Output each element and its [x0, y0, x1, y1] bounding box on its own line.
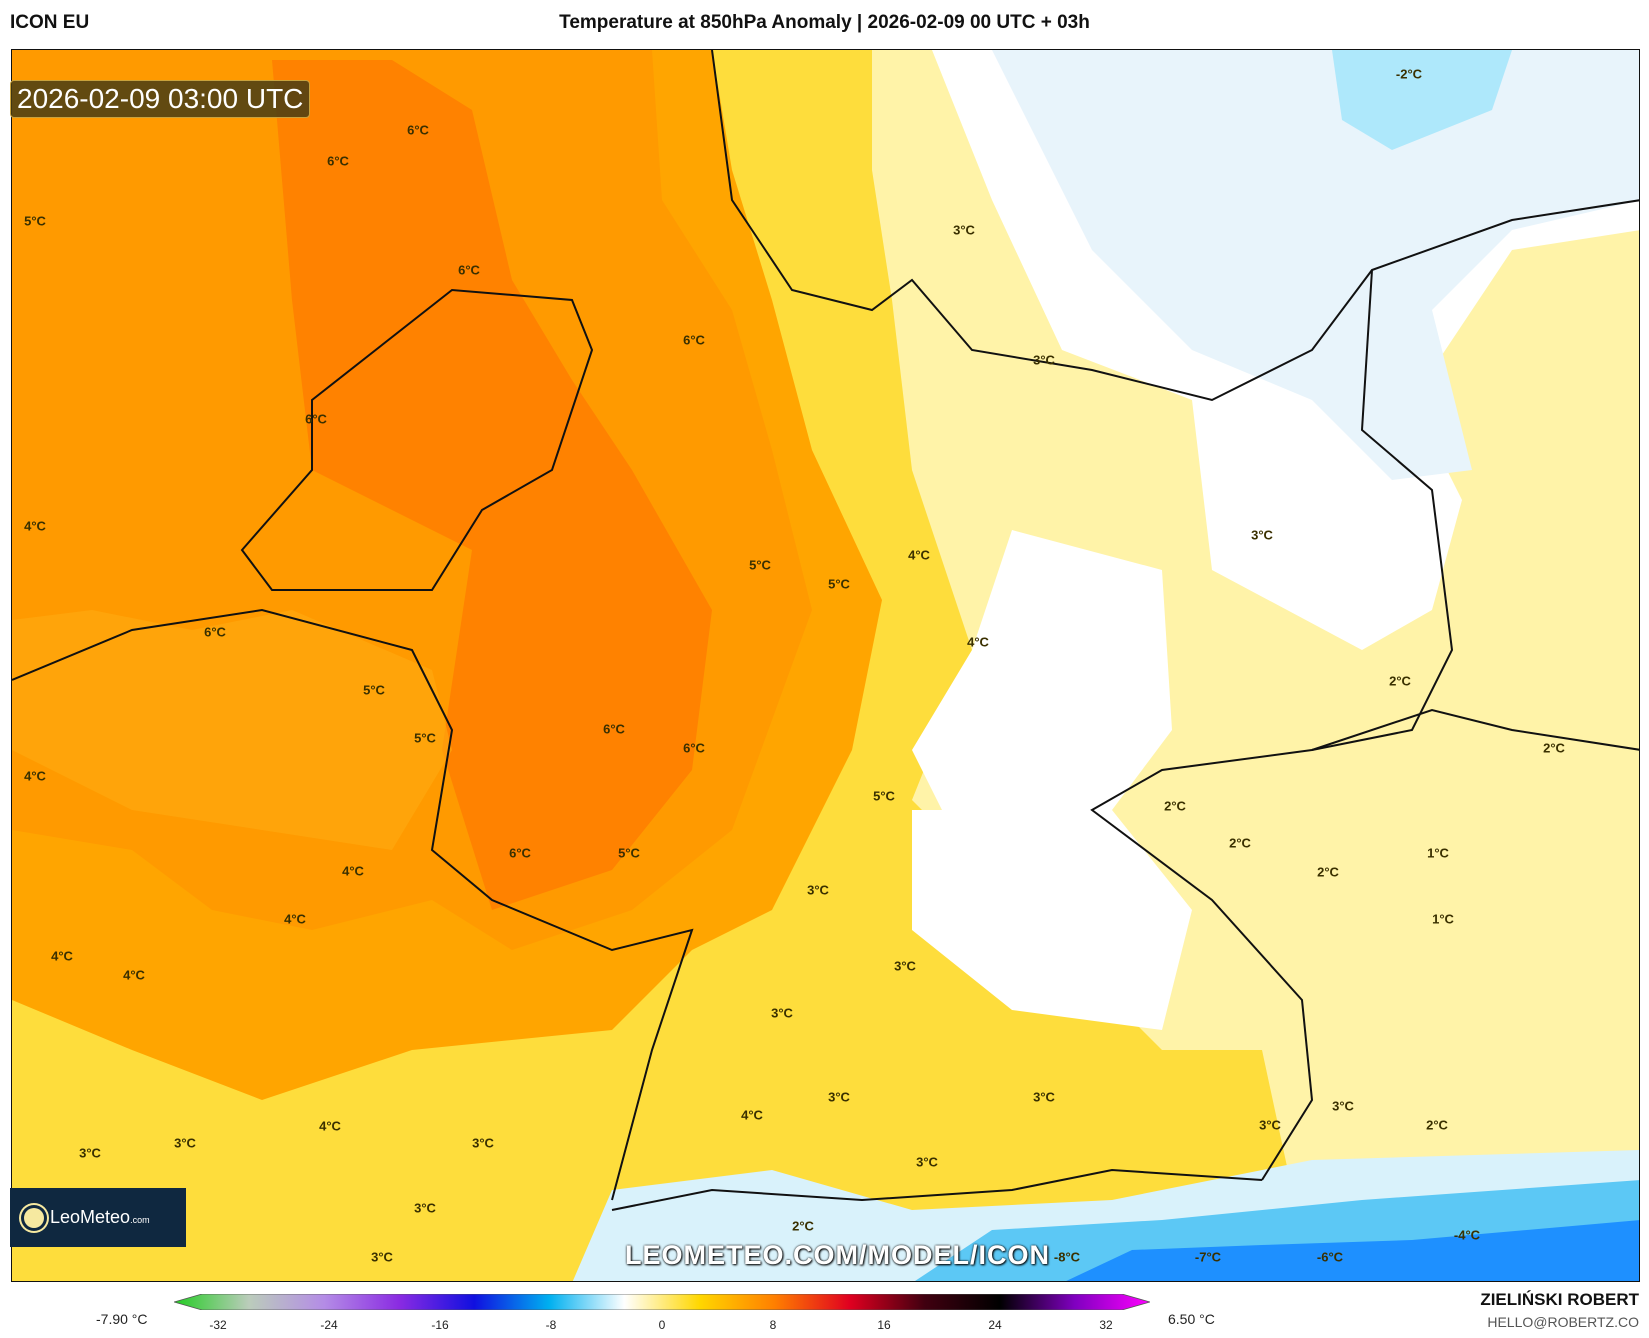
contour-label: 4°C	[342, 863, 364, 879]
colorbar	[174, 1294, 1150, 1310]
contour-label: 3°C	[916, 1154, 938, 1170]
colorbar-tick: -8	[545, 1318, 557, 1332]
contour-label: 3°C	[894, 958, 916, 974]
field-0c-central	[912, 530, 1172, 850]
contour-label: 3°C	[414, 1200, 436, 1216]
contour-label: 3°C	[371, 1249, 393, 1265]
author: ZIELIŃSKI ROBERT	[1480, 1290, 1639, 1309]
contour-label: 6°C	[683, 332, 705, 348]
contour-label: 4°C	[123, 967, 145, 983]
contour-label: 3°C	[953, 222, 975, 238]
contour-label: 4°C	[319, 1118, 341, 1134]
contour-label: 2°C	[1543, 740, 1565, 756]
contour-label: 5°C	[749, 557, 771, 573]
contour-label: 5°C	[363, 682, 385, 698]
contour-label: 5°C	[24, 213, 46, 229]
contour-label: 5°C	[873, 788, 895, 804]
max-value-label: 6.50 °C	[1168, 1311, 1215, 1327]
valid-time-stamp: 2026-02-09 03:00 UTC	[10, 80, 311, 118]
contour-label: 2°C	[1426, 1117, 1448, 1133]
temperature-anomaly-map: 6°C 6°C 5°C 6°C 6°C 3°C 3°C 6°C 4°C 5°C 5°C 4°C 3°C 6…	[11, 49, 1640, 1282]
field-neg2c	[1332, 50, 1512, 150]
contour-label: 1°C	[1432, 911, 1454, 927]
leometeo-logo: LeoMeteo.com	[10, 1188, 186, 1247]
field-0c-south	[912, 810, 1192, 1030]
contour-label: 2°C	[1229, 835, 1251, 851]
colorbar-tick: 8	[769, 1318, 777, 1332]
field-6c	[272, 60, 712, 910]
contour-label: 3°C	[771, 1005, 793, 1021]
contour-label: 3°C	[1251, 527, 1273, 543]
colorbar-tick: -24	[320, 1318, 338, 1332]
contour-label: 4°C	[908, 547, 930, 563]
contour-label: 6°C	[458, 262, 480, 278]
contour-label: 3°C	[1259, 1117, 1281, 1133]
border-carpathians	[1311, 708, 1639, 751]
field-belgium	[12, 610, 452, 850]
contour-label: 5°C	[618, 845, 640, 861]
contour-label: 4°C	[24, 518, 46, 534]
contour-label: 2°C	[792, 1218, 814, 1234]
contour-label: 4°C	[284, 911, 306, 927]
border-alps	[611, 1168, 1263, 1211]
contour-label: 5°C	[828, 576, 850, 592]
colorbar-tick: -16	[431, 1318, 449, 1332]
contour-label: 6°C	[305, 411, 327, 427]
logo-text: LeoMeteo.com	[50, 1207, 150, 1227]
contour-label: 3°C	[1033, 1089, 1055, 1105]
chart-title: Temperature at 850hPa Anomaly | 2026-02-…	[559, 12, 1090, 33]
contour-label: 3°C	[828, 1089, 850, 1105]
contour-label: -8°C	[1053, 1249, 1081, 1265]
field-neg1c	[992, 50, 1639, 480]
contour-label: 6°C	[327, 153, 349, 169]
contour-label: 4°C	[24, 768, 46, 784]
contour-label: 6°C	[509, 845, 531, 861]
coastline-baltic	[711, 50, 1639, 402]
colorbar-tick: 24	[988, 1318, 1002, 1332]
contour-label: 3°C	[807, 882, 829, 898]
contour-label: 3°C	[472, 1135, 494, 1151]
author-email: HELLO@ROBERTZ.CO	[1487, 1314, 1639, 1330]
contour-label: 4°C	[967, 634, 989, 650]
coastline-netherlands	[240, 288, 594, 591]
field-alps-coldest	[1066, 1220, 1639, 1281]
min-value-label: -7.90 °C	[96, 1311, 148, 1327]
contour-label: 2°C	[1317, 864, 1339, 880]
contour-label: 3°C	[174, 1135, 196, 1151]
field-1c	[872, 50, 1639, 1281]
colorbar-tick: 16	[877, 1318, 891, 1332]
colorbar-tick: 32	[1099, 1318, 1113, 1332]
contour-label: 3°C	[79, 1145, 101, 1161]
contour-label: 5°C	[414, 730, 436, 746]
contour-label: 6°C	[603, 721, 625, 737]
contour-label: -7°C	[1194, 1249, 1222, 1265]
border-east	[1090, 269, 1454, 1181]
watermark: LEOMETEO.COM/MODEL/ICON	[625, 1240, 1050, 1270]
sun-icon	[24, 1207, 44, 1228]
contour-label: 2°C	[1164, 798, 1186, 814]
contour-label: 1°C	[1427, 845, 1449, 861]
contour-label: 3°C	[1332, 1098, 1354, 1114]
map-fields	[12, 50, 1639, 1281]
colorbar-tick: 0	[658, 1318, 666, 1332]
contour-label: 6°C	[407, 122, 429, 138]
model-name: ICON EU	[10, 12, 90, 33]
contour-label: 6°C	[204, 624, 226, 640]
border-west	[12, 608, 694, 1201]
contour-label: 4°C	[741, 1107, 763, 1123]
contour-label: 6°C	[683, 740, 705, 756]
contour-label: -6°C	[1316, 1249, 1344, 1265]
contour-label: -2°C	[1395, 66, 1423, 82]
colorbar-tick: -32	[209, 1318, 227, 1332]
contour-label: 4°C	[51, 948, 73, 964]
contour-label: -4°C	[1453, 1227, 1481, 1243]
contour-label: 3°C	[1033, 352, 1055, 368]
contour-label: 2°C	[1389, 673, 1411, 689]
